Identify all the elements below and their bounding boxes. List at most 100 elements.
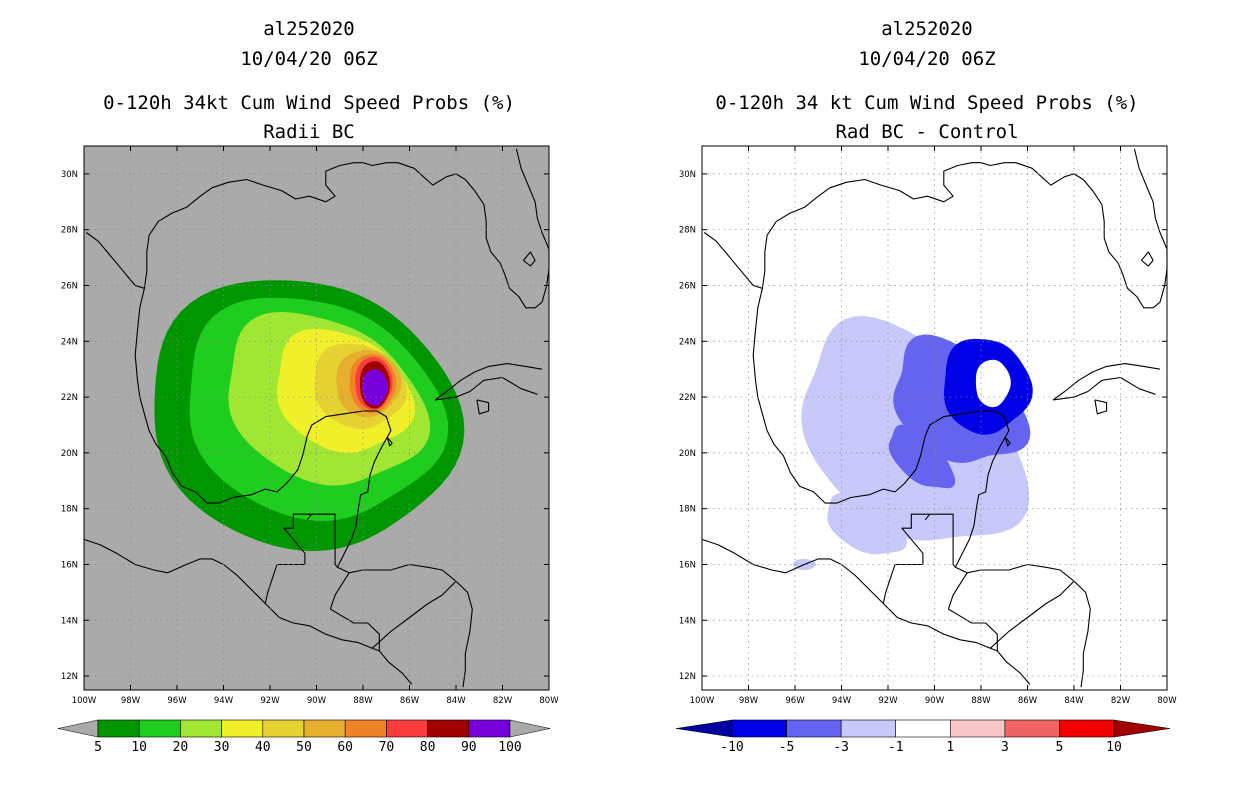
colorbar: 5 10 20 30 40 50 60 70 80 90 100 [57,719,551,755]
forecast-date: 10/04/20 06Z [240,48,378,70]
coastline [83,148,550,688]
lat-tick-label: 18N [61,505,78,515]
left-panel: al252020 10/04/20 06Z 0-120h 34kt Cum Wi… [57,18,559,755]
diff-contour-minus-1 [827,493,907,555]
lon-tick-label: 90W [307,696,327,706]
colorbar-label: 1 [946,740,954,755]
lat-tick-label: 12N [61,672,78,682]
colorbar-swatch [344,719,387,738]
colorbar-label: 30 [214,740,230,755]
colorbar-over-arrow [1113,719,1171,738]
lat-tick-label: 28N [61,226,78,236]
lon-tick-label: 94W [214,696,234,706]
colorbar-label: -3 [833,740,849,755]
colorbar-swatch [262,719,305,738]
lon-tick-label: 82W [1111,696,1131,706]
lon-tick-label: 100W [690,696,715,706]
lon-tick-label: 86W [400,696,420,706]
colorbar-swatch [138,719,181,738]
right-panel: al252020 10/04/20 06Z 0-120h 34 kt Cum W… [618,0,1236,800]
lat-tick-label: 22N [679,393,696,403]
lon-tick-label: 84W [446,696,466,706]
map-frame [701,145,1168,691]
colorbar-swatch [1059,719,1115,738]
lat-tick-label: 24N [61,337,78,347]
lat-tick-label: 16N [61,560,78,570]
colorbar-label: 90 [461,740,477,755]
colorbar-label: 10 [1106,740,1122,755]
lon-tick-label: 100W [72,696,97,706]
lon-tick-label: 94W [832,696,852,706]
lon-tick-label: 92W [260,696,280,706]
lon-tick-label: 98W [739,696,759,706]
probability-contours [154,280,465,552]
colorbar-swatch [303,719,346,738]
colorbar-label: -1 [888,740,904,755]
colorbar-label: 20 [173,740,189,755]
colorbar: -10 -5 -3 -1 1 3 5 10 [675,719,1171,755]
colorbar-swatch [97,719,140,738]
colorbar-label: 40 [255,740,271,755]
lat-tick-label: 14N [61,616,78,626]
colorbar-swatch [731,719,787,738]
product-subtitle: Radii BC [263,121,355,143]
colorbar-label: 10 [131,740,147,755]
lon-tick-label: 98W [121,696,141,706]
colorbar-label: 60 [337,740,353,755]
right-map: 30N 28N 26N 24N 22N 20N 18N 16N 14N 12N 100W 98W 96W… [675,145,1177,755]
colorbar-label: -10 [720,740,743,755]
colorbar-label: 50 [296,740,312,755]
lon-tick-label: 92W [878,696,898,706]
lat-tick-label: 30N [61,170,78,180]
colorbar-swatch [180,719,222,738]
lon-tick-label: 96W [785,696,805,706]
lon-tick-label: 86W [1018,696,1038,706]
lat-tick-label: 22N [61,393,78,403]
lat-tick-label: 12N [679,672,696,682]
difference-contours [793,316,1033,571]
diff-contour-minus-3 [888,424,956,489]
colorbar-label: 70 [379,740,395,755]
product-title: 0-120h 34kt Cum Wind Speed Probs (%) [103,92,515,114]
colorbar-swatch [840,719,897,738]
lat-tick-label: 30N [679,170,696,180]
colorbar-swatch [221,719,264,738]
lon-tick-label: 88W [353,696,373,706]
lon-tick-label: 90W [925,696,945,706]
colorbar-over-arrow [509,719,551,738]
lat-tick-label: 24N [679,337,696,347]
lon-tick-label: 84W [1064,696,1084,706]
colorbar-swatch [468,719,511,738]
lon-tick-label: 96W [167,696,187,706]
colorbar-label: 100 [498,740,521,755]
colorbar-swatch [949,719,1006,738]
colorbar-label: 3 [1001,740,1009,755]
diff-contour-zero [975,359,1011,408]
colorbar-swatch [1004,719,1060,738]
colorbar-label: 5 [94,740,102,755]
colorbar-under-arrow [675,719,733,738]
colorbar-swatch [786,719,842,738]
colorbar-swatch [386,719,428,738]
lat-tick-label: 20N [679,449,696,459]
product-title: 0-120h 34 kt Cum Wind Speed Probs (%) [715,92,1139,114]
product-subtitle: Rad BC - Control [835,121,1019,143]
map-frame [83,145,550,691]
colorbar-label: 5 [1056,740,1064,755]
lon-tick-label: 80W [1157,696,1177,706]
forecast-date: 10/04/20 06Z [858,48,996,70]
storm-id: al252020 [881,18,973,40]
lat-tick-label: 26N [61,281,78,291]
colorbar-label: -5 [779,740,795,755]
colorbar-label: 80 [420,740,436,755]
lat-tick-label: 28N [679,226,696,236]
colorbar-swatch [427,719,470,738]
lat-tick-label: 20N [61,449,78,459]
storm-id: al252020 [263,18,355,40]
prob-contour-90 [362,369,388,406]
left-map: 30N 28N 26N 24N 22N 20N 18N 16N 14N 12N 100W 98W 96W… [57,145,559,755]
lon-tick-label: 82W [493,696,513,706]
colorbar-under-arrow [57,719,99,738]
lon-tick-label: 80W [539,696,559,706]
lon-tick-label: 88W [971,696,991,706]
